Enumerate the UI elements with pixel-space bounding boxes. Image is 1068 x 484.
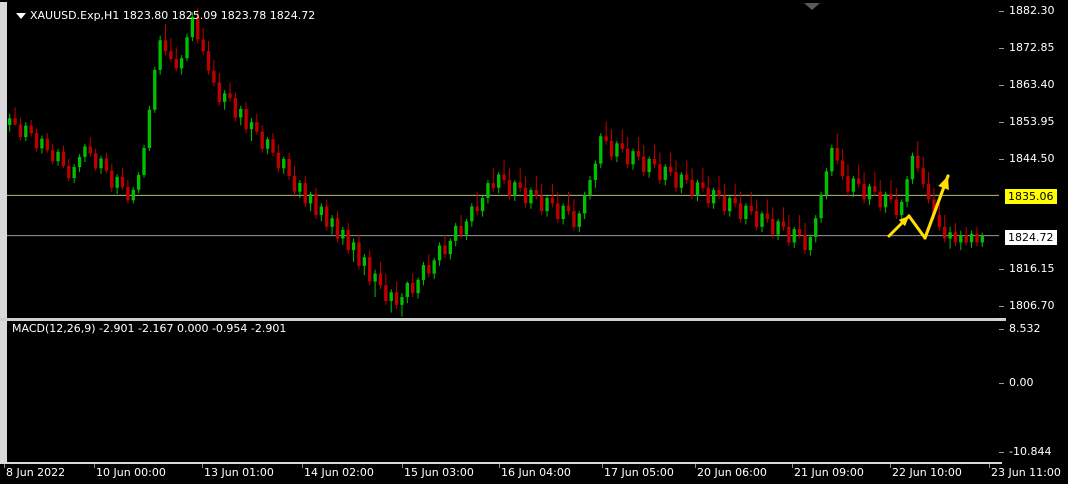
time-axis-label: 17 Jun 05:00 <box>604 466 674 479</box>
time-axis-tick <box>695 464 696 468</box>
time-axis[interactable]: 8 Jun 2022 10 Jun 00:00 13 Jun 01:00 14 Jun… <box>0 464 1068 484</box>
time-axis-tick <box>302 464 303 468</box>
time-axis-tick <box>4 464 5 468</box>
macd-tick-mark <box>999 329 1004 330</box>
time-axis-label: 21 Jun 09:00 <box>794 466 864 479</box>
time-axis-label: 14 Jun 02:00 <box>304 466 374 479</box>
price-tick-mark <box>999 84 1004 86</box>
price-level-badge[interactable]: 1835.06 <box>1005 189 1057 205</box>
time-axis-tick <box>602 464 603 468</box>
time-axis-label: 10 Jun 00:00 <box>96 466 166 479</box>
time-axis-label: 13 Jun 01:00 <box>204 466 274 479</box>
chevron-down-icon[interactable] <box>804 3 820 10</box>
window-top-strip <box>0 0 1068 2</box>
time-axis-label: 20 Jun 06:00 <box>697 466 767 479</box>
time-axis-tick <box>94 464 95 468</box>
macd-tick-label: 8.532 <box>1009 322 1041 335</box>
time-axis-tick <box>202 464 203 468</box>
scale-bottom-border <box>0 462 1002 464</box>
window-left-border <box>0 0 7 484</box>
time-axis-tick <box>402 464 403 468</box>
time-axis-tick <box>890 464 891 468</box>
caret-down-icon[interactable] <box>16 13 26 19</box>
price-tick-label: 1882.30 <box>1009 4 1055 17</box>
price-level-badge[interactable]: 1824.72 <box>1005 229 1057 245</box>
price-tick-mark <box>999 121 1004 123</box>
time-axis-label: 16 Jun 04:00 <box>501 466 571 479</box>
macd-tick-label: 0.00 <box>1009 376 1034 390</box>
price-tick-mark <box>999 11 1004 12</box>
price-tick-label: 1872.85 <box>1009 40 1055 54</box>
macd-tick-mark <box>999 452 1004 453</box>
price-tick-label: 1816.15 <box>1009 262 1055 276</box>
time-axis-tick <box>792 464 793 468</box>
macd-tick-label: -10.844 <box>1009 445 1052 458</box>
symbol-header-text: XAUUSD.Exp,H1 1823.80 1825.09 1823.78 18… <box>30 9 316 22</box>
time-axis-label: 22 Jun 10:00 <box>892 466 962 479</box>
macd-chart-panel[interactable] <box>7 321 999 462</box>
price-scale[interactable]: 1882.30 1872.85 1863.40 1853.95 1844.50 1816.… <box>999 2 1068 318</box>
price-tick-label: 1806.70 <box>1009 299 1055 312</box>
price-tick-label: 1844.50 <box>1009 151 1055 165</box>
macd-scale[interactable]: 8.532 0.00 -10.844 <box>999 321 1068 462</box>
macd-plot <box>8 354 984 407</box>
price-tick-label: 1863.40 <box>1009 77 1055 91</box>
panel-divider <box>0 318 1006 321</box>
symbol-header: XAUUSD.Exp,H1 1823.80 1825.09 1823.78 18… <box>16 10 315 22</box>
price-tick-mark <box>999 158 1004 160</box>
macd-header: MACD(12,26,9) -2.901 -2.167 0.000 -0.954… <box>12 322 287 335</box>
price-chart-panel[interactable] <box>7 2 999 318</box>
time-axis-label: 15 Jun 03:00 <box>404 466 474 479</box>
time-axis-tick <box>499 464 500 468</box>
price-tick-mark <box>999 306 1004 307</box>
price-tick-mark <box>999 47 1004 49</box>
price-tick-mark <box>999 269 1004 271</box>
macd-tick-mark <box>999 383 1004 385</box>
time-axis-label: 23 Jun 11:00 <box>991 466 1061 479</box>
candlestick-plot <box>7 8 999 317</box>
time-axis-label: 8 Jun 2022 <box>6 466 66 479</box>
time-axis-tick <box>989 464 990 468</box>
price-tick-label: 1853.95 <box>1009 114 1055 128</box>
